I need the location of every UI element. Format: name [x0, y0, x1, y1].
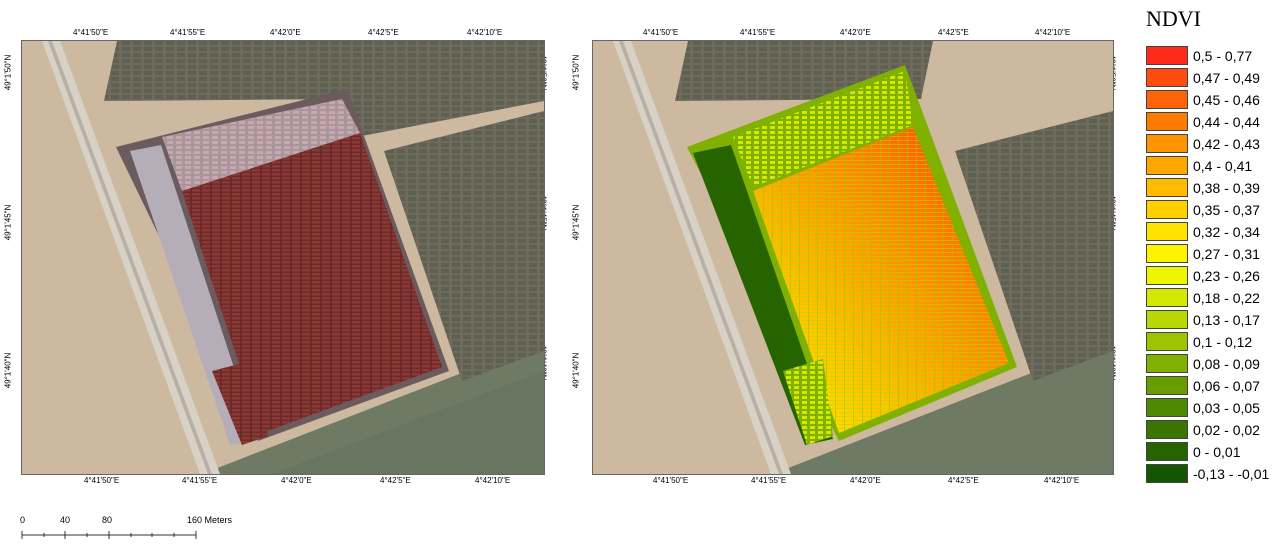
legend-label: 0,13 - 0,17 [1193, 312, 1260, 328]
legend-label: 0,32 - 0,34 [1193, 224, 1260, 240]
legend-row: 0,38 - 0,39 [1146, 177, 1284, 199]
rgb-aerial-map [22, 41, 544, 474]
legend-row: 0,23 - 0,26 [1146, 265, 1284, 287]
right-left-tick-0: 49°1'50"N [571, 54, 581, 91]
legend-row: 0,42 - 0,43 [1146, 133, 1284, 155]
scale-label-40: 40 [60, 515, 71, 525]
legend-row: 0,13 - 0,17 [1146, 309, 1284, 331]
legend-label: 0 - 0,01 [1193, 444, 1241, 460]
legend-label: 0,47 - 0,49 [1193, 70, 1260, 86]
legend-label: 0,5 - 0,77 [1193, 48, 1253, 64]
left-bottom-tick-1: 4°41'55"E [182, 476, 218, 485]
left-top-tick-0: 4°41'50"E [73, 28, 109, 37]
legend-swatch [1146, 156, 1188, 175]
scale-label-160: 160 Meters [187, 515, 233, 525]
legend-swatch [1146, 442, 1188, 461]
legend-row: 0,5 - 0,77 [1146, 45, 1284, 67]
right-top-tick-3: 4°42'5"E [938, 28, 969, 37]
legend-label: 0,42 - 0,43 [1193, 136, 1260, 152]
legend-row: 0,44 - 0,44 [1146, 111, 1284, 133]
legend-label: -0,13 - -0,01 [1193, 466, 1270, 482]
legend-label: 0,06 - 0,07 [1193, 378, 1260, 394]
legend-swatch [1146, 332, 1188, 351]
legend-row: 0,45 - 0,46 [1146, 89, 1284, 111]
right-left-tick-2: 49°1'40"N [571, 352, 581, 389]
right-bottom-tick-0: 4°41'50"E [653, 476, 689, 485]
legend-label: 0,35 - 0,37 [1193, 202, 1260, 218]
scale-label-80: 80 [102, 515, 113, 525]
ndvi-map [593, 41, 1113, 474]
left-bottom-tick-4: 4°42'10"E [475, 476, 511, 485]
legend-label: 0,08 - 0,09 [1193, 356, 1260, 372]
ndvi-map-panel [592, 40, 1114, 475]
left-top-tick-4: 4°42'10"E [467, 28, 503, 37]
legend-swatch [1146, 178, 1188, 197]
legend-row: 0,03 - 0,05 [1146, 397, 1284, 419]
left-left-tick-0: 49°1'50"N [3, 54, 13, 91]
left-bottom-tick-0: 4°41'50"E [84, 476, 120, 485]
left-left-tick-1: 49°1'45"N [3, 204, 13, 241]
legend-swatch [1146, 398, 1188, 417]
right-bottom-tick-2: 4°42'0"E [850, 476, 881, 485]
right-top-tick-2: 4°42'0"E [840, 28, 871, 37]
legend-row: 0,32 - 0,34 [1146, 221, 1284, 243]
ndvi-legend: 0,5 - 0,77 0,47 - 0,49 0,45 - 0,46 0,44 - 0… [1146, 45, 1284, 485]
right-top-tick-1: 4°41'55"E [740, 28, 776, 37]
left-left-tick-2: 49°1'40"N [3, 352, 13, 389]
legend-swatch [1146, 222, 1188, 241]
legend-swatch [1146, 112, 1188, 131]
right-left-tick-1: 49°1'45"N [571, 204, 581, 241]
legend-label: 0,27 - 0,31 [1193, 246, 1260, 262]
legend-label: 0,18 - 0,22 [1193, 290, 1260, 306]
legend-row: 0,4 - 0,41 [1146, 155, 1284, 177]
right-bottom-tick-3: 4°42'5"E [948, 476, 979, 485]
legend-label: 0,02 - 0,02 [1193, 422, 1260, 438]
legend-label: 0,38 - 0,39 [1193, 180, 1260, 196]
left-top-tick-1: 4°41'55"E [170, 28, 206, 37]
rgb-map-panel [21, 40, 545, 475]
legend-swatch [1146, 376, 1188, 395]
legend-swatch [1146, 310, 1188, 329]
left-top-tick-3: 4°42'5"E [368, 28, 399, 37]
legend-row: 0,08 - 0,09 [1146, 353, 1284, 375]
legend-row: 0 - 0,01 [1146, 441, 1284, 463]
legend-label: 0,03 - 0,05 [1193, 400, 1260, 416]
legend-title: NDVI [1146, 6, 1201, 31]
legend-label: 0,45 - 0,46 [1193, 92, 1260, 108]
left-top-tick-2: 4°42'0"E [270, 28, 301, 37]
legend-row: -0,13 - -0,01 [1146, 463, 1284, 485]
scale-bar-line [21, 531, 197, 539]
legend-label: 0,1 - 0,12 [1193, 334, 1253, 350]
legend-label: 0,23 - 0,26 [1193, 268, 1260, 284]
legend-label: 0,44 - 0,44 [1193, 114, 1260, 130]
legend-swatch [1146, 46, 1188, 65]
left-bottom-tick-2: 4°42'0"E [281, 476, 312, 485]
legend-swatch [1146, 68, 1188, 87]
scale-label-0: 0 [20, 515, 26, 525]
right-bottom-tick-1: 4°41'55"E [751, 476, 787, 485]
right-bottom-tick-4: 4°42'10"E [1044, 476, 1080, 485]
legend-swatch [1146, 354, 1188, 373]
left-bottom-tick-3: 4°42'5"E [380, 476, 411, 485]
legend-row: 0,35 - 0,37 [1146, 199, 1284, 221]
legend-row: 0,06 - 0,07 [1146, 375, 1284, 397]
legend-swatch [1146, 200, 1188, 219]
legend-swatch [1146, 420, 1188, 439]
legend-row: 0,27 - 0,31 [1146, 243, 1284, 265]
legend-row: 0,47 - 0,49 [1146, 67, 1284, 89]
legend-label: 0,4 - 0,41 [1193, 158, 1253, 174]
legend-row: 0,18 - 0,22 [1146, 287, 1284, 309]
right-top-tick-0: 4°41'50"E [643, 28, 679, 37]
legend-row: 0,1 - 0,12 [1146, 331, 1284, 353]
right-top-tick-4: 4°42'10"E [1035, 28, 1071, 37]
legend-swatch [1146, 134, 1188, 153]
legend-swatch [1146, 266, 1188, 285]
legend-swatch [1146, 244, 1188, 263]
legend-swatch [1146, 288, 1188, 307]
legend-swatch [1146, 464, 1188, 483]
legend-row: 0,02 - 0,02 [1146, 419, 1284, 441]
legend-swatch [1146, 90, 1188, 109]
